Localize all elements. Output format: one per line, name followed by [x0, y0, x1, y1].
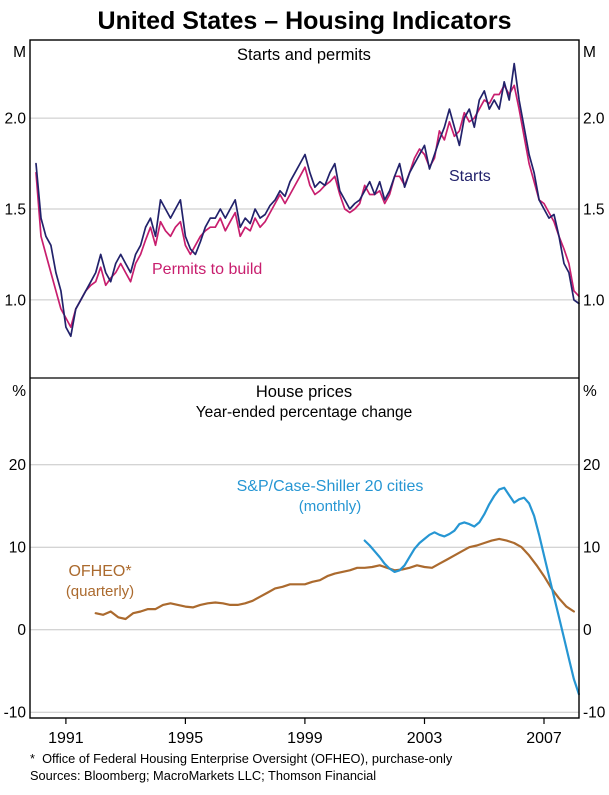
- chart-title: United States – Housing Indicators: [98, 7, 512, 35]
- footnote: * Office of Federal Housing Enterprise O…: [30, 751, 453, 766]
- panel1-title: Starts and permits: [237, 46, 371, 64]
- y-tick-label-right: 2.0: [583, 111, 605, 128]
- permits-series-label: Permits to build: [152, 261, 262, 278]
- case-shiller-series-label: S&P/Case-Shiller 20 cities: [237, 478, 424, 495]
- unit-pct-left: %: [12, 383, 26, 400]
- starts-series-label: Starts: [449, 168, 491, 185]
- y-tick-label-left: 1.5: [4, 202, 26, 219]
- permits-line: [35, 84, 580, 328]
- ofheo-frequency-label: (quarterly): [66, 583, 134, 600]
- y-tick-label-left: 20: [9, 457, 27, 474]
- y-tick-label-right: 20: [583, 457, 601, 474]
- chart-frame: [29, 39, 580, 719]
- sources-line: Sources: Bloomberg; MacroMarkets LLC; Th…: [30, 768, 376, 783]
- annotations: M M Starts and permits Starts Permits to…: [12, 44, 597, 783]
- y-tick-label-left: 0: [17, 622, 26, 639]
- y-tick-label-left: 2.0: [4, 111, 26, 128]
- axis-labels: 1.0 1.0 1.5 1.5 2.0 2.0 -10 -10 0 0 10 10 20 20 1991 19…: [4, 111, 606, 747]
- series-lines: [35, 62, 581, 696]
- y-tick-label-right: 0: [583, 622, 592, 639]
- y-tick-label-right: -10: [583, 705, 606, 722]
- y-tick-label-right: 10: [583, 540, 601, 557]
- panel2-subtitle: Year-ended percentage change: [196, 404, 413, 421]
- x-tick-label: 2007: [526, 730, 562, 747]
- panel2-title: House prices: [256, 383, 352, 401]
- ofheo-line: [94, 537, 576, 621]
- unit-m-right: M: [583, 44, 596, 61]
- y-tick-label-right: 1.0: [583, 292, 605, 309]
- y-tick-label-right: 1.5: [583, 202, 605, 219]
- y-tick-label-left: 10: [9, 540, 27, 557]
- x-tick-label: 1995: [168, 730, 204, 747]
- x-tick-label: 2003: [407, 730, 443, 747]
- y-tick-label-left: -10: [4, 705, 27, 722]
- starts-line: [35, 62, 580, 338]
- unit-m-left: M: [13, 44, 26, 61]
- unit-pct-right: %: [583, 383, 597, 400]
- gridlines: [30, 117, 579, 713]
- ofheo-series-label: OFHEO*: [68, 563, 131, 580]
- x-tick-label: 1991: [48, 730, 84, 747]
- case-shiller-line: [363, 486, 581, 696]
- chart-border: [29, 39, 580, 719]
- case-shiller-frequency-label: (monthly): [299, 498, 362, 515]
- y-tick-label-left: 1.0: [4, 292, 26, 309]
- x-tick-label: 1999: [287, 730, 323, 747]
